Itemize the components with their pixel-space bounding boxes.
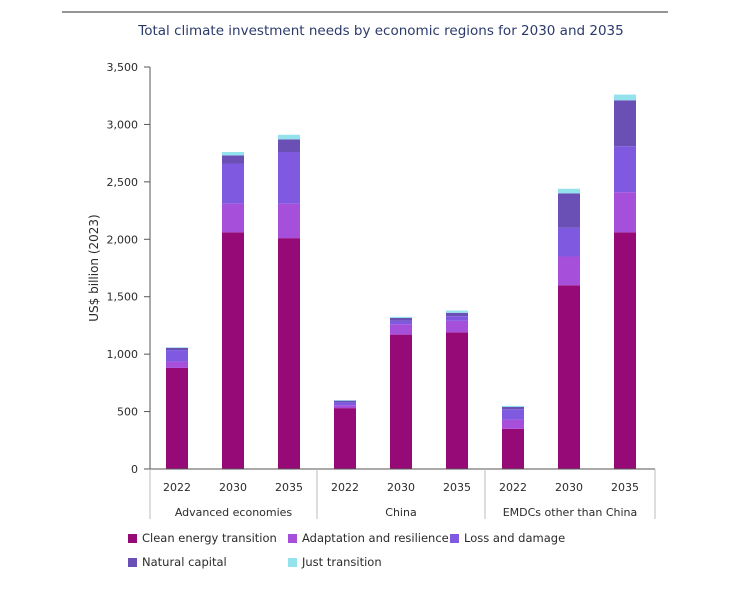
y-axis-ticks: 0 500 1,000 1,500 2,000 2,500 3,000 3,500 bbox=[107, 61, 151, 476]
bar-segment bbox=[446, 312, 468, 317]
bar-segment bbox=[390, 317, 412, 321]
y-tick-label: 3,000 bbox=[107, 118, 139, 131]
bar-segment bbox=[614, 146, 636, 193]
bar-segment bbox=[390, 320, 412, 325]
bar-segment bbox=[446, 310, 468, 313]
bar-segment bbox=[166, 367, 188, 469]
bar-segment bbox=[614, 192, 636, 233]
bar-segment bbox=[222, 163, 244, 204]
legend-swatch bbox=[288, 557, 297, 567]
bar-segment bbox=[334, 405, 356, 409]
bar-segment bbox=[614, 100, 636, 147]
bar-segment bbox=[390, 334, 412, 469]
x-tick-label: 2030 bbox=[387, 481, 415, 494]
bar-segment bbox=[278, 139, 300, 152]
bar-segment bbox=[558, 193, 580, 228]
legend-label: Just transition bbox=[302, 555, 382, 569]
y-tick-label: 2,000 bbox=[107, 233, 139, 246]
bar-segment bbox=[278, 151, 300, 204]
bar-segment bbox=[390, 316, 412, 318]
legend-label: Adaptation and resilience bbox=[302, 531, 449, 545]
legend-item: Clean energy transition bbox=[128, 531, 277, 545]
legend-swatch bbox=[128, 557, 137, 567]
legend-item: Loss and damage bbox=[450, 531, 565, 545]
y-tick-label: 500 bbox=[117, 406, 138, 419]
bar-segment bbox=[166, 361, 188, 368]
bar-segment bbox=[390, 324, 412, 335]
bar-segment bbox=[502, 428, 524, 469]
x-group-label: Advanced economies bbox=[175, 506, 293, 519]
y-tick-label: 1,500 bbox=[107, 291, 139, 304]
bar-segment bbox=[334, 400, 356, 403]
legend-item: Just transition bbox=[288, 555, 382, 569]
bar-segment bbox=[222, 151, 244, 156]
bar-segment bbox=[166, 347, 188, 351]
x-tick-label: 2022 bbox=[499, 481, 527, 494]
bar-segment bbox=[334, 402, 356, 406]
bar-segment bbox=[502, 406, 524, 410]
bar-segment bbox=[222, 155, 244, 164]
x-tick-label: 2035 bbox=[443, 481, 471, 494]
y-axis-label: US$ billion (2023) bbox=[87, 214, 101, 321]
legend-swatch bbox=[128, 533, 137, 543]
bar-segment bbox=[446, 316, 468, 321]
bar-segment bbox=[446, 320, 468, 333]
y-tick-label: 3,500 bbox=[107, 61, 139, 74]
x-group-label: EMDCs other than China bbox=[503, 506, 638, 519]
bar-segment bbox=[222, 203, 244, 233]
legend-item: Natural capital bbox=[128, 555, 227, 569]
legend-swatch bbox=[288, 533, 297, 543]
x-tick-label: 2022 bbox=[331, 481, 359, 494]
legend-label: Clean energy transition bbox=[142, 531, 277, 545]
y-tick-label: 0 bbox=[131, 463, 138, 476]
chart-title: Total climate investment needs by econom… bbox=[137, 23, 623, 39]
bar-segment bbox=[502, 405, 524, 407]
bar-segment bbox=[222, 232, 244, 469]
x-axis: 2022 2030 2035 Advanced economies 2022 2030 20… bbox=[149, 468, 656, 519]
bar-segment bbox=[558, 188, 580, 194]
bar-segment bbox=[278, 238, 300, 469]
y-tick-label: 2,500 bbox=[107, 176, 139, 189]
bar-segment bbox=[614, 232, 636, 469]
x-tick-label: 2035 bbox=[275, 481, 303, 494]
bar-segment bbox=[334, 408, 356, 469]
bars bbox=[166, 94, 636, 469]
x-tick-label: 2035 bbox=[611, 481, 639, 494]
legend-item: Adaptation and resilience bbox=[288, 531, 449, 545]
bar-segment bbox=[446, 332, 468, 469]
bar-segment bbox=[558, 285, 580, 469]
bar-segment bbox=[278, 134, 300, 140]
x-tick-label: 2022 bbox=[163, 481, 191, 494]
bar-segment bbox=[166, 350, 188, 362]
legend-label: Natural capital bbox=[142, 555, 227, 569]
legend-label: Loss and damage bbox=[464, 531, 566, 545]
x-group-label: China bbox=[385, 506, 416, 519]
bar-segment bbox=[502, 419, 524, 429]
bar-segment bbox=[278, 203, 300, 239]
bar-segment bbox=[166, 347, 188, 348]
x-tick-label: 2030 bbox=[555, 481, 583, 494]
bar-segment bbox=[614, 94, 636, 101]
y-tick-label: 1,000 bbox=[107, 348, 139, 361]
x-tick-label: 2030 bbox=[219, 481, 247, 494]
legend-swatch bbox=[450, 533, 459, 543]
bar-segment bbox=[558, 227, 580, 257]
bar-segment bbox=[334, 400, 356, 401]
bar-segment bbox=[502, 409, 524, 420]
bar-segment bbox=[558, 256, 580, 286]
